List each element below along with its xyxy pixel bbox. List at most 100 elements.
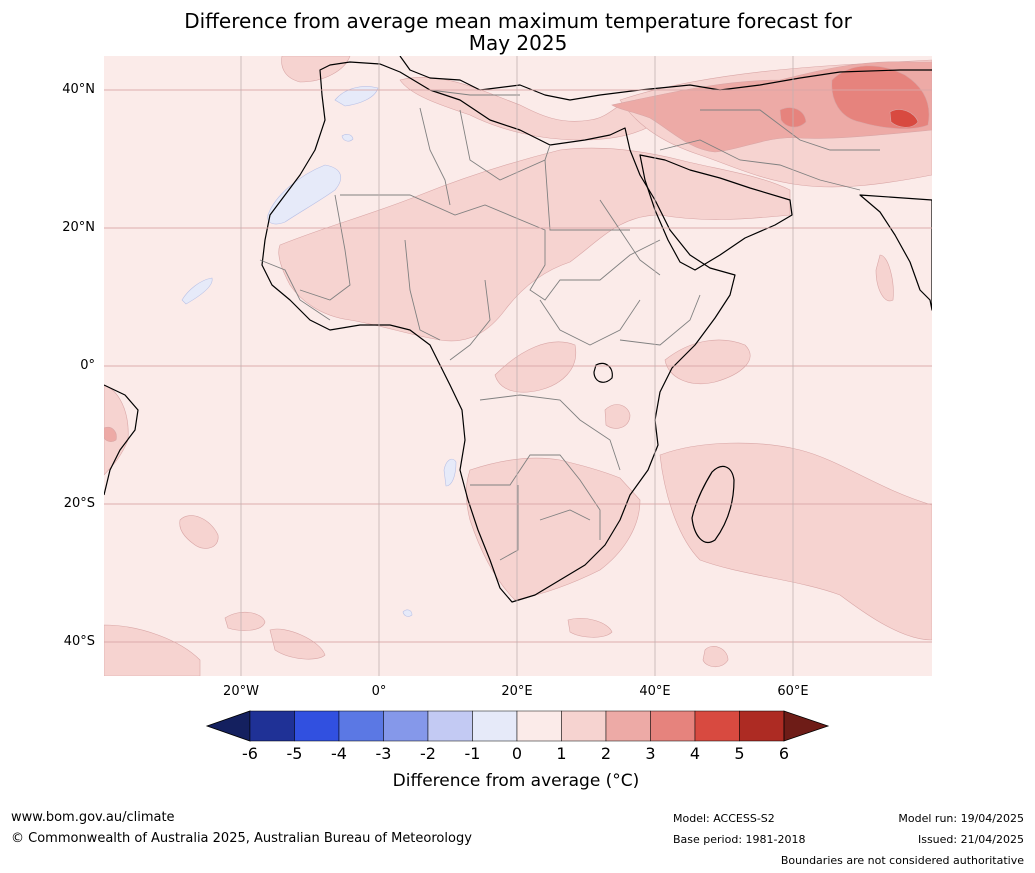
anomaly-4-to-5-areas [889,109,919,128]
border [539,299,641,346]
border [429,89,520,96]
border [539,509,591,521]
title-line-1: Difference from average mean maximum tem… [184,9,852,33]
footer-base-period: Base period: 1981-2018 [673,833,806,846]
colorbar-tick-label: 1 [556,744,567,763]
indian-ocean-warm-patch [567,618,613,638]
atlantic-cool-area [443,458,457,487]
colorbar-under-arrow [205,710,251,742]
colorbar-tick-label: -5 [286,744,303,763]
border [659,139,861,191]
border [340,194,661,301]
pamir-hotspot [889,109,919,128]
lake-victoria-coastline [593,362,613,383]
border [419,107,451,206]
colorbar-tick-label: -4 [331,744,347,763]
lat-label-equator: 0° [80,358,95,373]
lat-label-20s: 20°S [63,496,95,511]
border [259,259,331,321]
lat-label-40s: 40°S [63,634,95,649]
title-line-2: May 2025 [468,31,568,55]
colorbar [205,710,830,742]
lat-label-20n: 20°N [62,220,95,235]
south-atlantic-warm-patch [179,515,219,549]
lon-label-20w: 20°W [223,684,259,699]
south-atlantic-warm-patch [269,628,326,660]
footer-copyright: © Commonwealth of Australia 2025, Austra… [11,831,472,846]
africa-coastline [261,61,736,603]
border [619,294,701,346]
atlantic-cool-area [181,277,213,305]
border [479,394,621,471]
colorbar-segment [249,710,295,742]
indian-ocean-warm-area [659,442,932,641]
colorbar-tick-label: 5 [734,744,745,763]
colorbar-segment [294,710,340,742]
india-coastline [859,194,932,311]
colorbar-segment [338,710,384,742]
colorbar-segment [739,710,785,742]
footer-issued: Issued: 21/04/2025 [917,833,1024,846]
east-africa-warm-area [664,339,751,385]
footer-model-run: Model run: 19/04/2025 [898,812,1024,825]
morocco-cool-area [334,86,379,107]
lat-label-40n: 40°N [62,82,95,97]
south-america-coastline [104,384,139,496]
border [449,279,491,361]
south-atlantic-warm-patch [224,611,266,631]
meridians [240,56,794,676]
border [700,109,880,151]
colorbar-tick-label: 3 [645,744,656,763]
colorbar-over-arrow [783,710,830,742]
colorbar-tick-label: 0 [511,744,523,763]
southwest-warm-patch [104,624,201,676]
tanzania-warm-area [604,404,631,429]
atlantic-cool-area [267,164,342,225]
europe-coastline [399,56,932,101]
southern-africa-warm-area [465,457,641,601]
colorbar-segment [650,710,696,742]
border [544,159,630,231]
indian-ocean-warm-patch [702,646,729,668]
colorbar-segment [427,710,473,742]
border [470,454,601,540]
footer-model: Model: ACCESS-S2 [673,812,775,825]
anomaly-minus1-to-0-areas [181,86,457,617]
colorbar-tick-label: 4 [689,744,701,763]
footer-disclaimer: Boundaries are not considered authoritat… [780,854,1024,867]
lon-label-0: 0° [371,684,387,699]
atlantic-cool-area [402,609,413,617]
map-title: Difference from average mean maximum tem… [104,10,932,54]
lon-label-60e: 60°E [777,684,809,699]
colorbar-segment [383,710,429,742]
colorbar-tick-label: -1 [464,744,481,763]
colorbar-segment [472,710,518,742]
footer-url[interactable]: www.bom.gov.au/climate [11,810,175,825]
border [404,239,441,341]
country-borders [259,89,880,561]
border [599,199,661,276]
colorbar-label: Difference from average (°C) [392,771,640,791]
colorbar-segment [694,710,740,742]
colorbar-segment [516,710,562,742]
border [459,109,551,181]
arabian-sea-warm-patch [875,254,894,302]
coastal-west-africa-warm-spot [104,427,117,442]
border [499,485,519,561]
border [299,194,351,301]
map-frame [104,56,932,676]
arabia-coastline [639,154,793,271]
colorbar-tick-label: -2 [420,744,436,763]
iberia-warm-area [281,56,351,83]
colorbar-segment [561,710,607,742]
lon-label-40e: 40°E [639,684,671,699]
colorbar-tick-label: -6 [242,744,258,763]
mediterranean-cool-area [341,134,354,142]
graticule [104,89,932,643]
sahel-warm-area [278,147,791,342]
colorbar-segment [605,710,651,742]
colorbar-tick-label: -3 [375,744,392,763]
colorbar-tick-label: 6 [778,744,790,763]
congo-warm-area [494,341,577,393]
